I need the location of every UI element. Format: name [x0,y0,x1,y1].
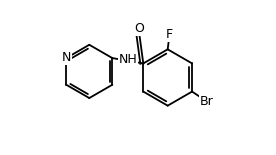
Text: Br: Br [200,95,213,108]
Text: F: F [166,28,173,41]
Text: O: O [134,22,144,35]
Text: N: N [62,51,71,64]
Text: NH: NH [118,53,137,66]
